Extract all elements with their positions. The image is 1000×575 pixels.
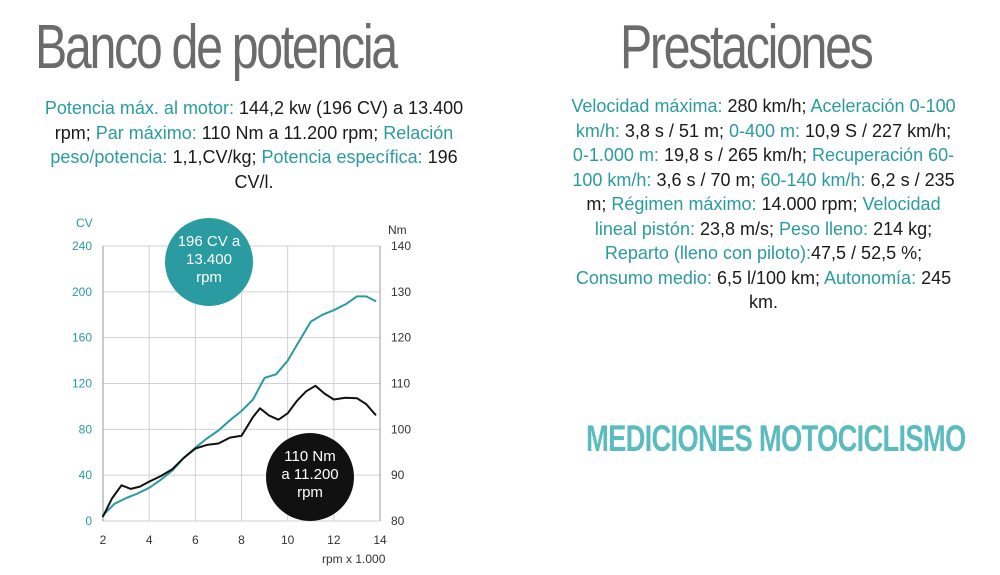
x-tick-label: 4 xyxy=(146,533,153,547)
performance-specs: Velocidad máxima: 280 km/h; Aceleración … xyxy=(566,94,961,315)
performance-spec-label: Régimen máximo: xyxy=(611,194,762,214)
performance-spec-label: Reparto (lleno con piloto): xyxy=(604,243,812,263)
performance-spec-label: Velocidad lineal pistón: xyxy=(594,194,941,239)
y-left-tick-label: 200 xyxy=(72,285,92,299)
x-tick-label: 12 xyxy=(327,533,341,547)
performance-spec-label: 0-400 m: xyxy=(728,120,805,141)
performance-spec-value: 14.000 rpm; xyxy=(761,194,863,214)
y-left-axis-label: CV xyxy=(76,216,93,230)
performance-spec-value: 245 km. xyxy=(749,267,952,313)
dyno-spec-label: Potencia específica: xyxy=(261,147,428,167)
chart-ticks: 0 80 40 90 80 100 120 110 160 120 200 130 240 140 2 4 6 8… xyxy=(72,239,411,547)
performance-spec-value: 10,9 S / 227 km/h; xyxy=(805,120,952,141)
y-right-tick-label: 130 xyxy=(391,285,411,299)
y-right-tick-label: 100 xyxy=(391,422,411,436)
dyno-spec-label: Relación peso/potencia: xyxy=(50,122,454,168)
y-right-tick-label: 110 xyxy=(391,377,410,391)
y-left-tick-label: 80 xyxy=(79,422,93,436)
annotation-text: rpm xyxy=(297,484,323,501)
series-line-cv xyxy=(102,295,377,517)
dyno-spec-value: 110 Nm a 11.200 rpm; xyxy=(201,122,384,143)
dyno-spec-value: 1,1,CV/kg; xyxy=(172,147,262,167)
annotation-badge xyxy=(165,218,253,306)
y-left-tick-label: 160 xyxy=(72,331,92,345)
performance-spec-value: 19,8 s / 265 km/h; xyxy=(663,145,813,165)
dyno-specs: Potencia máx. al motor: 144,2 kw (196 CV… xyxy=(40,96,468,194)
performance-spec-label: Consumo medio: xyxy=(575,267,717,288)
y-left-tick-label: 40 xyxy=(79,468,93,482)
performance-spec-value: 6,2 s / 235 m; xyxy=(586,169,955,215)
annotation-text: 196 CV a xyxy=(178,233,241,250)
performance-spec-value: 3,6 s / 70 m; xyxy=(656,169,761,190)
dyno-spec-label: Potencia máx. al motor: xyxy=(44,98,239,118)
y-right-axis-label: Nm xyxy=(388,223,407,237)
annotation-text: 110 Nm xyxy=(284,448,335,465)
dyno-spec-value: 196 CV/l. xyxy=(234,147,458,192)
x-tick-label: 14 xyxy=(373,533,387,547)
annotation-text: rpm xyxy=(196,269,222,286)
chart-lines xyxy=(102,295,377,518)
y-left-tick-label: 120 xyxy=(72,377,92,391)
annotation-text: 13.400 xyxy=(186,251,232,268)
y-right-tick-label: 80 xyxy=(391,514,405,528)
series-line-nm xyxy=(102,384,377,518)
performance-spec-label: Aceleración 0-100 km/h: xyxy=(575,96,956,141)
performance-spec-label: Velocidad máxima: xyxy=(571,96,728,116)
performance-spec-label: Recuperación 60-100 km/h: xyxy=(572,145,955,190)
x-tick-label: 2 xyxy=(100,533,107,547)
performance-spec-value: 280 km/h; xyxy=(727,96,811,116)
performance-title: Prestaciones xyxy=(620,13,874,82)
performance-spec-value: 3,8 s / 51 m; xyxy=(624,120,729,141)
performance-spec-value: 6,5 l/100 km; xyxy=(716,267,825,288)
annotation-badge xyxy=(266,433,354,521)
performance-spec-label: 0-1.000 m: xyxy=(572,145,664,165)
x-tick-label: 6 xyxy=(192,533,199,547)
dyno-title: Banco de potencia xyxy=(35,13,398,82)
performance-spec-value: 214 kg; xyxy=(873,218,933,239)
x-axis-label: rpm x 1.000 xyxy=(322,552,386,566)
dyno-spec-value: 144,2 kw (196 CV) a 13.400 rpm; xyxy=(54,98,464,143)
performance-spec-value: 47,5 / 52,5 %; xyxy=(811,243,923,263)
y-left-tick-label: 0 xyxy=(85,514,92,528)
performance-spec-value: 23,8 m/s; xyxy=(699,218,779,239)
y-left-tick-label: 240 xyxy=(72,239,92,253)
y-right-tick-label: 140 xyxy=(391,239,411,253)
performance-spec-label: Peso lleno: xyxy=(779,218,874,239)
y-right-tick-label: 90 xyxy=(391,468,405,482)
y-right-tick-label: 120 xyxy=(391,331,411,345)
performance-spec-label: Autonomía: xyxy=(824,267,922,288)
annotation-text: a 11.200 xyxy=(281,466,338,483)
x-tick-label: 10 xyxy=(281,533,295,547)
brand-label: MEDICIONES MOTOCICLISMO xyxy=(586,418,966,459)
performance-spec-label: 60-140 km/h: xyxy=(760,169,871,190)
x-tick-label: 8 xyxy=(238,533,245,547)
dyno-spec-label: Par máximo: xyxy=(95,122,202,143)
